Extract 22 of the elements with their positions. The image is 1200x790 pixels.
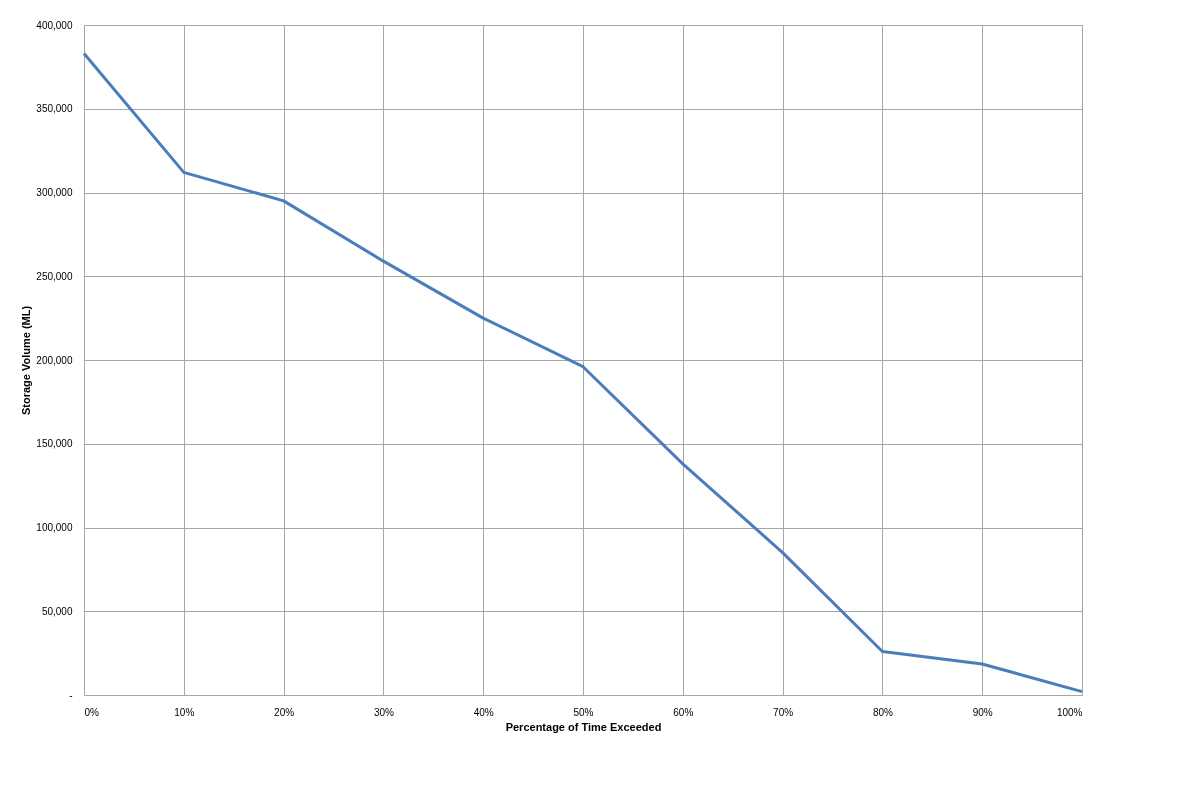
y-tick-label: 100,000	[36, 522, 73, 533]
x-tick-label: 50%	[573, 706, 594, 718]
y-tick-label: 50,000	[41, 605, 73, 617]
x-tick-label: 30%	[373, 706, 395, 718]
x-tick-label: 0%	[84, 706, 100, 718]
y-tick-label: 200,000	[36, 354, 73, 366]
y-tick-label: -	[69, 689, 73, 701]
y-tick-label: 400,000	[36, 19, 73, 31]
x-tick-label: 60%	[673, 706, 694, 718]
y-tick-label: 300,000	[36, 187, 73, 198]
x-axis-title: Percentage of Time Exceeded	[505, 720, 662, 733]
x-tick-label: 80%	[872, 706, 894, 718]
y-axis-title: Storage Volume (ML)	[20, 305, 33, 416]
x-tick-label: 90%	[972, 706, 993, 718]
x-tick-label: 10%	[174, 706, 195, 718]
x-tick-label: 40%	[473, 706, 494, 718]
y-tick-label: 150,000	[36, 438, 73, 450]
x-tick-label: 70%	[773, 706, 794, 718]
y-tick-label: 350,000	[36, 103, 73, 115]
y-tick-label: 250,000	[36, 270, 73, 282]
x-tick-label: 100%	[1056, 706, 1083, 718]
x-tick-label: 20%	[274, 706, 295, 718]
